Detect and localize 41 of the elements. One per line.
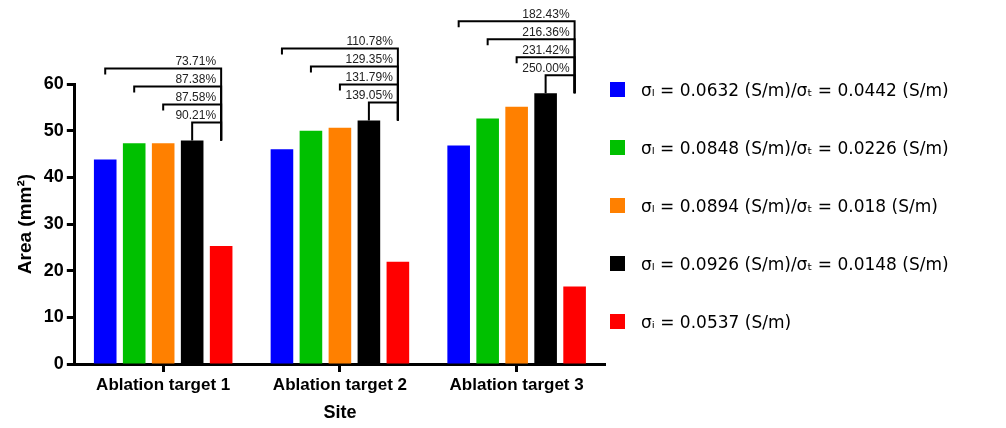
x-tick-label: Ablation target 3 — [449, 374, 584, 394]
bar — [151, 143, 175, 364]
y-tick-label: 50 — [43, 119, 64, 140]
annotation: 87.38% — [175, 72, 217, 87]
text: 250.00% — [522, 61, 570, 76]
legend-label: σₗ = 0.0894 (S/m)/σₜ = 0.018 (S/m) — [641, 195, 938, 216]
bar — [563, 286, 586, 364]
text: 129.35% — [345, 52, 394, 67]
legend-label: σₗ = 0.0848 (S/m)/σₜ = 0.0226 (S/m) — [641, 137, 949, 158]
legend-label: σᵢ = 0.0537 (S/m) — [641, 311, 792, 332]
y-tick-label: 40 — [43, 166, 64, 187]
annotation: 90.21% — [175, 108, 217, 123]
annotation: 131.79% — [345, 70, 394, 85]
x-tick-label: Ablation target 2 — [272, 374, 407, 394]
text: 231.42% — [522, 43, 570, 58]
y-tick-label: 60 — [43, 72, 64, 93]
y-axis-title: Area (mm²) — [13, 173, 35, 275]
bar — [328, 127, 352, 364]
x-tick-label: Ablation target 1 — [96, 374, 231, 394]
bar — [93, 159, 117, 364]
x-axis-title: Site — [323, 402, 357, 423]
text: 73.71% — [175, 54, 217, 69]
bar — [122, 143, 146, 364]
y-tick-label: 0 — [53, 352, 64, 373]
bar — [209, 245, 233, 364]
text: 182.43% — [522, 7, 570, 22]
y-tick-label: 20 — [43, 259, 64, 280]
annotation: 139.05% — [345, 88, 394, 103]
legend-label: σₗ = 0.0632 (S/m)/σₜ = 0.0442 (S/m) — [641, 79, 949, 100]
legend-label: σₗ = 0.0926 (S/m)/σₜ = 0.0148 (S/m) — [641, 253, 949, 274]
text: 110.78% — [346, 34, 394, 49]
annotation: 87.58% — [175, 90, 217, 105]
bar — [476, 118, 499, 364]
bar — [386, 261, 410, 364]
bar — [270, 149, 294, 364]
text: 216.36% — [522, 25, 570, 40]
bar — [447, 145, 470, 364]
bar — [299, 130, 323, 364]
y-tick-label: 10 — [43, 306, 64, 327]
bar — [505, 106, 528, 364]
y-tick-label: 30 — [43, 212, 64, 233]
